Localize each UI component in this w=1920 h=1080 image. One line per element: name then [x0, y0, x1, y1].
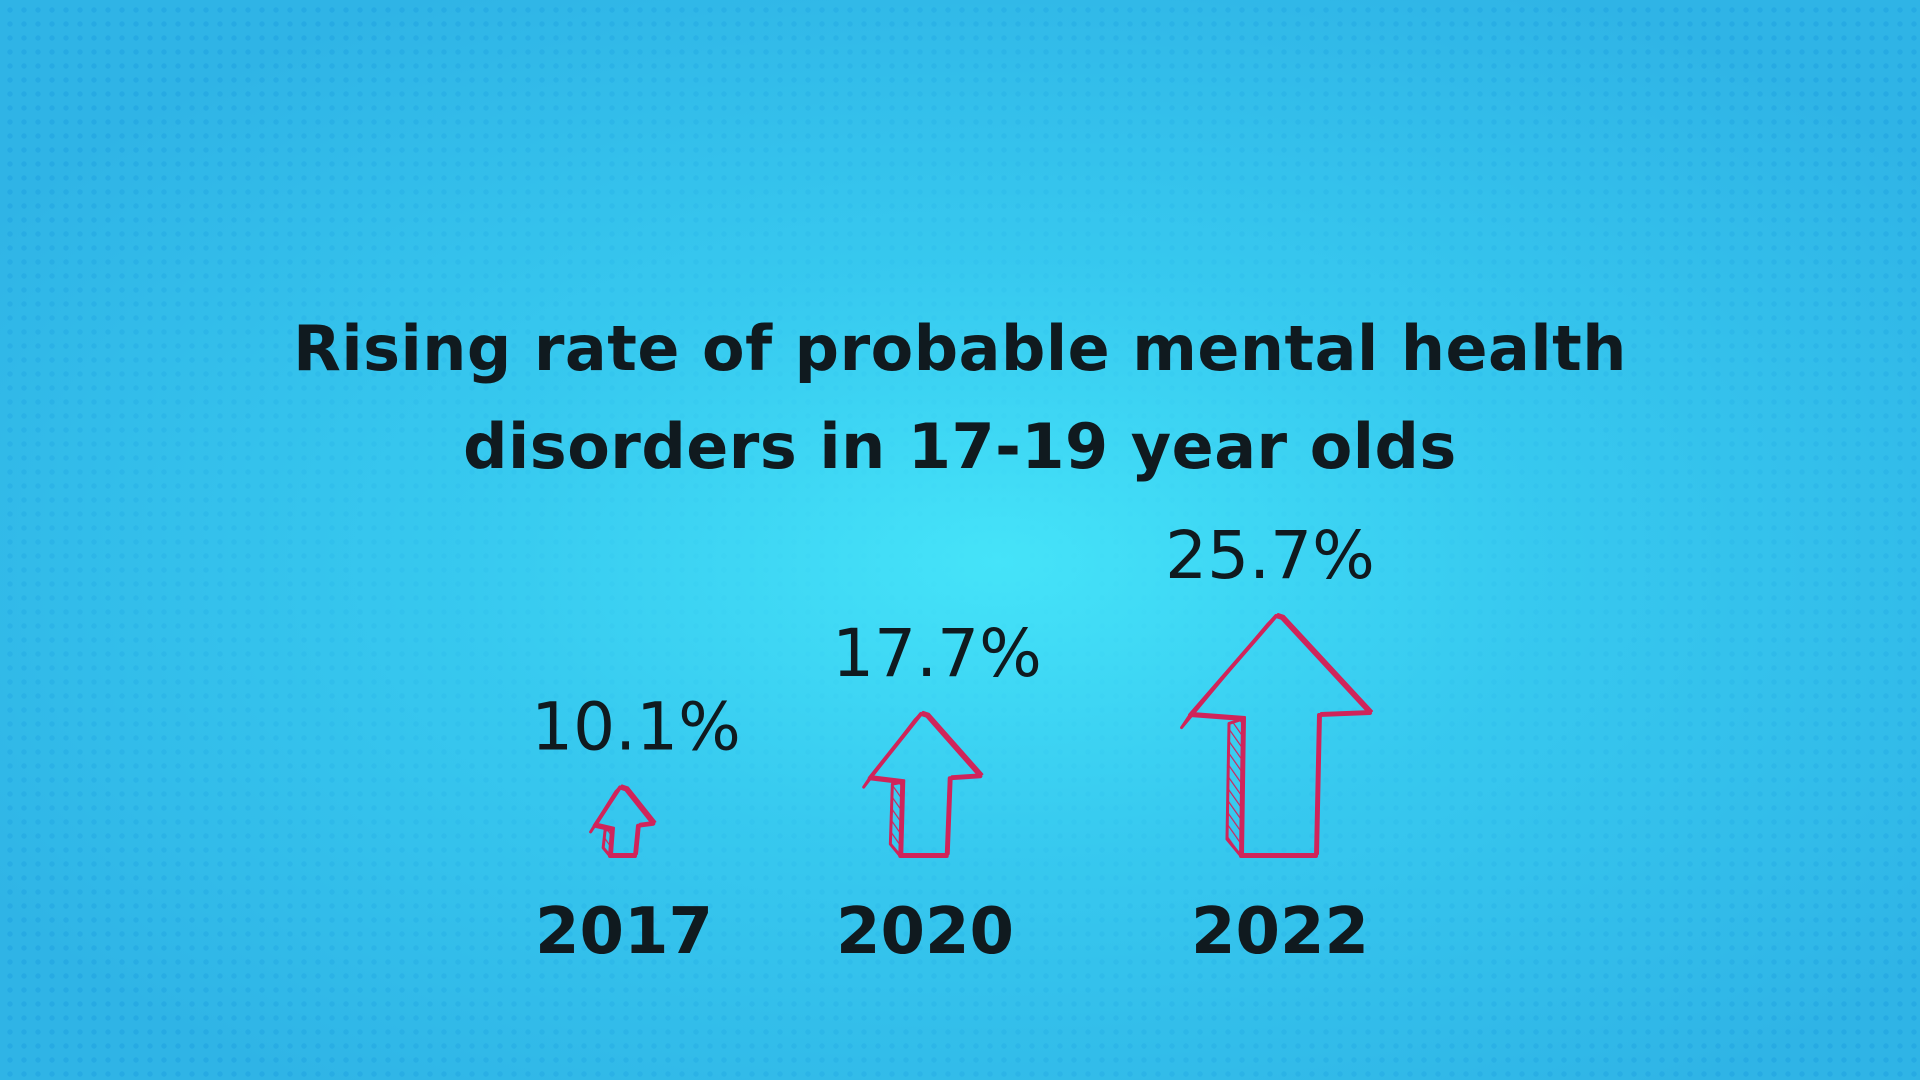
- value-label-2020: 17.7%: [832, 615, 1042, 692]
- category-label-2017: 2017: [535, 895, 713, 969]
- chart-title-line-2: disorders in 17-19 year olds: [463, 410, 1457, 483]
- arrow-mark-2017: [589, 784, 657, 858]
- chart-title-line-1: Rising rate of probable mental health: [293, 312, 1627, 385]
- chart-title: Rising rate of probable mental health di…: [0, 300, 1920, 496]
- arrow-series: [589, 613, 1373, 858]
- arrow-mark-2020: [862, 710, 984, 858]
- value-label-2017: 10.1%: [531, 688, 741, 765]
- arrow-mark-2022: [1180, 613, 1373, 858]
- category-label-2022: 2022: [1191, 895, 1369, 969]
- value-labels: 10.1% 17.7% 25.7%: [531, 517, 1375, 765]
- category-label-2020: 2020: [836, 895, 1014, 969]
- value-label-2022: 25.7%: [1165, 517, 1375, 594]
- category-labels: 2017 2020 2022: [535, 895, 1369, 969]
